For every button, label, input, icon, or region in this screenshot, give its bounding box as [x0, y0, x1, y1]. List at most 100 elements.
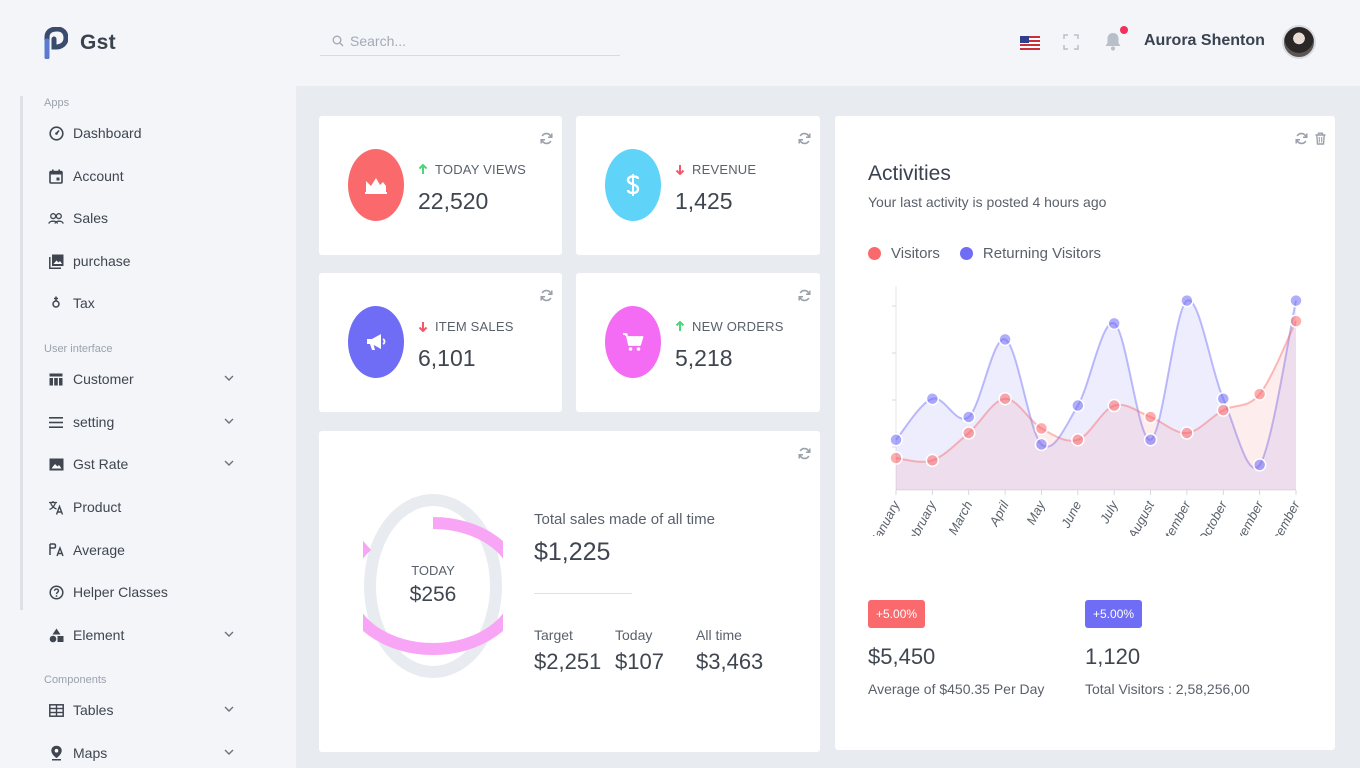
logo-icon — [44, 27, 68, 59]
cart-icon — [623, 333, 644, 351]
sidebar-scroll-track[interactable] — [20, 96, 23, 610]
sidebar-item-product[interactable]: Product — [48, 495, 238, 519]
stat-card-revenue: REVENUE 1,425 — [576, 116, 820, 255]
font-icon — [48, 542, 64, 558]
arrow-up-icon — [418, 164, 428, 174]
translate-icon — [48, 499, 64, 515]
chevron-down-icon — [224, 706, 234, 712]
stat-value: 6,101 — [418, 345, 476, 371]
stat-value: 1,425 — [675, 188, 733, 214]
sidebar: Apps Dashboard Account Sales purchase Ta… — [0, 86, 296, 768]
sidebar-item-helper-classes[interactable]: Helper Classes — [48, 580, 238, 604]
chevron-down-icon — [224, 749, 234, 755]
refresh-icon[interactable] — [540, 289, 553, 302]
chevron-down-icon — [224, 375, 234, 381]
user-name[interactable]: Aurora Shenton — [1144, 32, 1265, 49]
megaphone-icon — [367, 334, 386, 350]
series-1-point-6 — [1107, 316, 1121, 331]
footer-value-visitors: 1,120 — [1085, 644, 1141, 669]
users-icon — [48, 210, 64, 226]
sidebar-item-setting[interactable]: setting — [48, 410, 238, 434]
us-flag-icon[interactable] — [1020, 36, 1040, 50]
legend-swatch-visitors — [868, 247, 881, 260]
fullscreen-icon[interactable] — [1063, 34, 1079, 50]
menu-icon — [48, 414, 64, 430]
sidebar-item-label: Element — [73, 627, 125, 643]
series-0-point-10 — [1252, 387, 1267, 401]
series-1-point-1 — [925, 391, 940, 406]
refresh-icon[interactable] — [798, 132, 811, 145]
shapes-icon — [48, 627, 64, 643]
arrow-down-icon — [418, 322, 428, 332]
x-tick-label-june: June — [1058, 498, 1085, 531]
sidebar-item-gst-rate[interactable]: Gst Rate — [48, 452, 238, 476]
x-tick-label-april: April — [986, 497, 1012, 529]
sidebar-item-dashboard[interactable]: Dashboard — [48, 121, 238, 145]
chevron-down-icon — [224, 418, 234, 424]
sales-total: $1,225 — [534, 538, 611, 566]
refresh-icon[interactable] — [798, 289, 811, 302]
x-tick-label-may: May — [1023, 497, 1048, 527]
series-1-point-10 — [1252, 458, 1267, 472]
metric-today: Today $107 — [615, 627, 664, 675]
stat-label: NEW ORDERS — [675, 319, 784, 334]
series-1-point-7 — [1143, 433, 1158, 447]
search-icon — [332, 35, 344, 46]
series-0-point-11 — [1289, 314, 1303, 328]
refresh-icon[interactable] — [540, 132, 553, 145]
stat-label-text: TODAY VIEWS — [435, 162, 527, 177]
app-logo[interactable]: Gst — [44, 27, 116, 59]
sidebar-item-label: Tax — [73, 295, 95, 311]
search-input[interactable] — [350, 32, 610, 49]
sidebar-item-maps[interactable]: Maps — [48, 741, 238, 765]
sidebar-item-element[interactable]: Element — [48, 623, 238, 647]
metric-label: Target — [534, 627, 573, 643]
sidebar-item-account[interactable]: Account — [48, 164, 238, 188]
stat-circle — [348, 149, 404, 221]
sidebar-item-tax[interactable]: Tax — [48, 291, 238, 315]
donut-today-label: TODAY — [411, 563, 455, 578]
sidebar-item-purchase[interactable]: purchase — [48, 249, 238, 273]
notification-bell-icon[interactable] — [1104, 31, 1122, 51]
chart-legend: Visitors Returning Visitors — [868, 245, 1101, 262]
sales-title: Total sales made of all time — [534, 511, 715, 528]
x-tick-label-march: March — [945, 498, 975, 536]
chevron-down-icon — [224, 631, 234, 637]
series-0-point-4 — [1034, 421, 1049, 436]
trash-icon[interactable] — [1314, 132, 1327, 145]
photo-icon — [48, 456, 64, 472]
sidebar-item-customer[interactable]: Customer — [48, 367, 238, 391]
sidebar-item-label: purchase — [73, 253, 131, 269]
series-0-point-9 — [1216, 403, 1231, 417]
stat-label-text: NEW ORDERS — [692, 319, 784, 334]
sales-donut — [363, 494, 503, 678]
stat-card-item-sales: ITEM SALES 6,101 — [319, 273, 562, 412]
sidebar-item-tables[interactable]: Tables — [48, 698, 238, 722]
stat-label-text: ITEM SALES — [435, 319, 514, 334]
x-tick-label-january: January — [867, 497, 903, 536]
series-0-point-1 — [925, 453, 940, 468]
user-avatar[interactable] — [1282, 25, 1316, 59]
help-icon — [48, 584, 64, 600]
sidebar-item-average[interactable]: Average — [48, 538, 238, 562]
series-1-point-5 — [1071, 398, 1085, 413]
search-bar — [320, 26, 620, 56]
area-chart-icon — [365, 178, 387, 194]
sidebar-item-sales[interactable]: Sales — [48, 206, 238, 230]
donut-track — [364, 494, 502, 678]
metric-target: Target $2,251 — [534, 627, 601, 675]
section-label-apps: Apps — [44, 97, 70, 109]
arrow-down-icon — [675, 165, 685, 175]
x-tick-label-august: August — [1124, 497, 1157, 536]
sidebar-item-label: Account — [73, 168, 124, 184]
dollar-icon — [626, 174, 640, 196]
refresh-icon[interactable] — [798, 447, 811, 460]
table-icon — [48, 702, 64, 718]
x-tick-label-october: October — [1195, 498, 1230, 536]
stat-label: TODAY VIEWS — [418, 162, 526, 177]
legend-label-visitors[interactable]: Visitors — [891, 245, 940, 262]
refresh-icon[interactable] — [1295, 132, 1308, 145]
legend-label-returning[interactable]: Returning Visitors — [982, 245, 1102, 262]
stat-value: 22,520 — [418, 188, 489, 214]
